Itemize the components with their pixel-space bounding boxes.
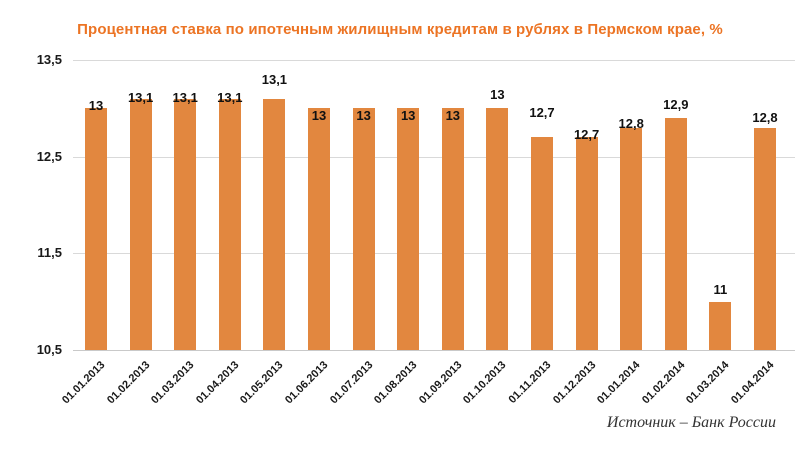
bar-value-label: 13 bbox=[88, 98, 104, 114]
bar bbox=[575, 137, 598, 350]
bar bbox=[531, 137, 553, 350]
bar bbox=[441, 108, 464, 350]
bar-value-label: 13 bbox=[356, 108, 371, 124]
bar-value-label: 13,1 bbox=[127, 89, 154, 105]
gridline bbox=[73, 156, 795, 158]
bar bbox=[664, 118, 687, 350]
bar bbox=[486, 108, 509, 350]
bar-value-label: 13,1 bbox=[261, 71, 288, 87]
bar-value-label: 13 bbox=[490, 87, 505, 103]
bar bbox=[263, 98, 286, 350]
bar-value-label: 13 bbox=[400, 108, 416, 124]
gridline bbox=[73, 253, 795, 255]
gridline bbox=[73, 350, 795, 351]
bar-value-label: 12,7 bbox=[573, 127, 600, 143]
bar bbox=[352, 108, 375, 350]
bar-value-label: 11 bbox=[713, 281, 728, 297]
y-tick-label: 13,5 bbox=[36, 52, 62, 67]
bar bbox=[620, 127, 643, 350]
bar-value-label: 12,8 bbox=[618, 115, 644, 131]
bar bbox=[308, 108, 330, 350]
chart-title: Процентная ставка по ипотечным жилищным … bbox=[77, 21, 723, 38]
bar bbox=[218, 98, 241, 350]
bar bbox=[129, 98, 152, 350]
y-tick-label: 10,5 bbox=[36, 342, 62, 357]
y-tick-label: 11,5 bbox=[37, 245, 62, 261]
gridline bbox=[73, 60, 795, 61]
bar-value-label: 12,7 bbox=[529, 105, 555, 121]
bar-value-label: 13,1 bbox=[172, 89, 198, 105]
bar bbox=[709, 301, 732, 350]
y-tick-label: 12,5 bbox=[36, 148, 62, 164]
bar bbox=[174, 98, 197, 350]
bar-value-label: 13 bbox=[445, 108, 461, 124]
bar bbox=[754, 127, 776, 350]
bar-value-label: 13,1 bbox=[217, 89, 243, 105]
bar-value-label: 13 bbox=[311, 108, 327, 124]
bar bbox=[85, 108, 107, 350]
source-caption: Источник – Банк России bbox=[606, 414, 776, 431]
bar bbox=[397, 108, 420, 350]
bar-value-label: 12,8 bbox=[752, 109, 778, 125]
bar-value-label: 12,9 bbox=[663, 97, 689, 112]
